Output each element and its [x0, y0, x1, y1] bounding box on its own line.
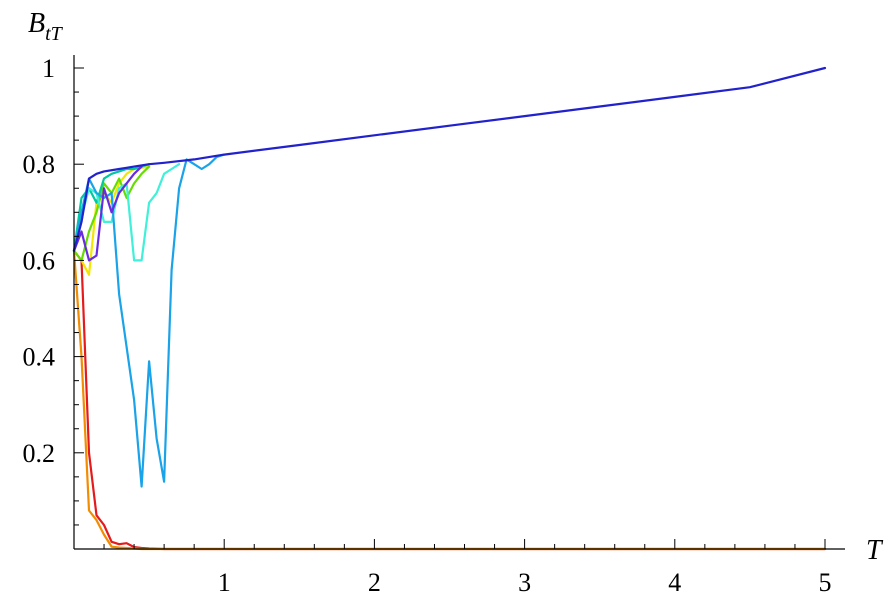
x-tick-label: 2: [368, 568, 381, 597]
ticks-layer: [74, 67, 826, 549]
series-line-1: [72, 249, 827, 551]
x-tick-label: 5: [819, 568, 832, 597]
series-line-7: [72, 153, 226, 488]
x-axis-title: T: [866, 535, 884, 566]
tick-labels-layer: 1 2 3 4 5 0.2 0.4 0.6 0.8 1: [23, 54, 832, 597]
y-tick-label: 0.2: [23, 439, 56, 468]
y-tick-label: 0.6: [23, 246, 56, 275]
y-axis-title: BtT: [28, 8, 64, 45]
x-tick-label: 1: [218, 568, 231, 597]
x-tick-label: 3: [518, 568, 531, 597]
y-tick-label: 0.8: [23, 150, 56, 179]
series-line-2: [72, 249, 827, 551]
y-tick-label: 1: [42, 54, 55, 83]
x-tick-label: 4: [668, 568, 681, 597]
y-axis-title-main: B: [28, 8, 45, 39]
series-line-8: [72, 165, 143, 262]
y-axis-title-subscript: tT: [45, 23, 64, 45]
series-layer: [72, 66, 827, 551]
series-line-9: [72, 66, 827, 252]
y-tick-label: 0.4: [23, 343, 56, 372]
axes-layer: [73, 55, 845, 550]
